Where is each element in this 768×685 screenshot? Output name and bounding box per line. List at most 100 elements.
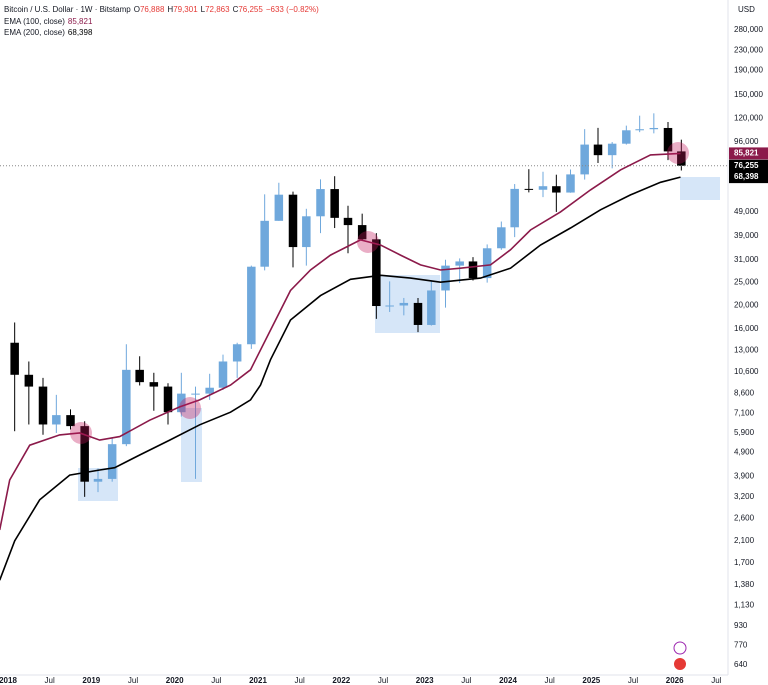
candle-body (455, 261, 464, 266)
candle-body (427, 290, 436, 325)
x-tick-label: 2020 (166, 676, 184, 685)
y-tick-label: 770 (734, 641, 748, 650)
candle-body (482, 248, 492, 279)
y-tick-label: 930 (734, 621, 748, 630)
price-tag (729, 147, 768, 160)
y-tick-label: 20,000 (734, 301, 759, 310)
ohlc-key: H (167, 5, 173, 14)
x-tick-label: Jul (211, 676, 221, 685)
annotations (78, 177, 720, 501)
candle-body (538, 186, 548, 190)
x-tick-label: 2026 (666, 676, 684, 685)
candle-body (302, 216, 311, 248)
icon[interactable] (673, 641, 687, 655)
x-tick-label: Jul (545, 676, 555, 685)
y-tick-label: 280,000 (734, 25, 763, 34)
candle-body (635, 129, 644, 131)
x-tick-label: 2025 (582, 676, 600, 685)
candle-body (593, 144, 603, 156)
ohlc-value: 79,301 (173, 5, 198, 14)
y-tick-label: 49,000 (734, 207, 759, 216)
candle-body (580, 144, 589, 175)
x-tick-label: 2021 (249, 676, 267, 685)
candle-body (288, 194, 298, 248)
highlight-circle (70, 422, 92, 444)
price-tag-label: 68,398 (734, 172, 759, 181)
x-tick-label: Jul (378, 676, 388, 685)
legend-value: 68,398 (68, 28, 93, 37)
candle-body (274, 194, 284, 221)
y-tick-label: 3,200 (734, 492, 755, 501)
x-tick-label: 2018 (0, 676, 17, 685)
y-tick-label: 3,900 (734, 471, 755, 480)
highlight-box (181, 408, 202, 482)
y-tick-label: 7,100 (734, 409, 755, 418)
currency: USD (738, 5, 755, 14)
candle-body (524, 188, 534, 190)
axes: 640 770 930 1,130 1,380 1,700 2,100 2,600 3,200 3… (0, 5, 768, 685)
candle-body (52, 415, 61, 425)
y-tick-label: 10,600 (734, 367, 759, 376)
price-tag-label: 85,821 (734, 149, 759, 158)
x-tick-label: 2019 (82, 676, 100, 685)
y-tick-label: 13,000 (734, 346, 759, 355)
candle-body (260, 220, 269, 267)
candle-body (135, 369, 144, 383)
candle-body (93, 478, 103, 482)
y-tick-label: 190,000 (734, 66, 763, 75)
candle-body (566, 174, 575, 193)
candle-body (38, 386, 48, 425)
y-tick-label: 39,000 (734, 231, 759, 240)
y-tick-label: 120,000 (734, 114, 763, 123)
legend: Bitcoin / U.S. Dollar · 1W · Bitstamp O 76… (4, 5, 319, 37)
candle-body (372, 239, 381, 307)
candle-body (122, 369, 131, 445)
ema-line (0, 152, 681, 531)
x-tick-label: 2024 (499, 676, 517, 685)
plot-area (0, 113, 728, 581)
y-tick-label: 640 (734, 660, 748, 669)
y-tick-label: 230,000 (734, 46, 763, 55)
candle-body (177, 393, 186, 413)
candle-body (107, 444, 117, 479)
y-tick-label: 5,900 (734, 428, 755, 437)
candle-body (385, 305, 394, 307)
circle-annotations (70, 142, 689, 444)
ohlc-value: 76,255 (238, 5, 263, 14)
candle-body (357, 225, 367, 240)
candle-body (80, 426, 89, 482)
highlight-circle (179, 397, 201, 419)
x-tick-label: 2022 (332, 676, 350, 685)
y-tick-label: 16,000 (734, 324, 759, 333)
highlight-circle (357, 231, 379, 253)
candle-body (622, 130, 631, 144)
x-tick-label: Jul (628, 676, 638, 685)
candle-body (441, 265, 450, 291)
ohlc-key: O (134, 5, 140, 14)
x-tick-label: Jul (295, 676, 305, 685)
candle-body (66, 415, 75, 427)
candle-body (218, 361, 228, 388)
y-tick-label: 1,130 (734, 601, 755, 610)
y-tick-label: 31,000 (734, 255, 759, 264)
x-tick-label: Jul (711, 676, 721, 685)
price-tag (729, 171, 768, 184)
candle-body (10, 342, 19, 375)
ohlc-value: 72,863 (205, 5, 230, 14)
price-tag-label: 76,255 (734, 161, 759, 170)
ohlc-key: L (201, 5, 206, 14)
candle-body (24, 374, 34, 387)
y-tick-label: 1,700 (734, 558, 755, 567)
candle-body (677, 151, 686, 166)
candle-body (413, 302, 423, 325)
y-tick-label: 96,000 (734, 137, 759, 146)
candle-body (149, 382, 159, 387)
candle-body (552, 186, 561, 193)
icon[interactable] (674, 658, 686, 670)
candle-body (163, 386, 173, 413)
candle-body (663, 127, 673, 152)
x-tick-label: 2023 (416, 676, 434, 685)
symbol-title: Bitcoin / U.S. Dollar · 1W · Bitstamp (4, 5, 131, 14)
ohlc-key: C (233, 5, 239, 14)
